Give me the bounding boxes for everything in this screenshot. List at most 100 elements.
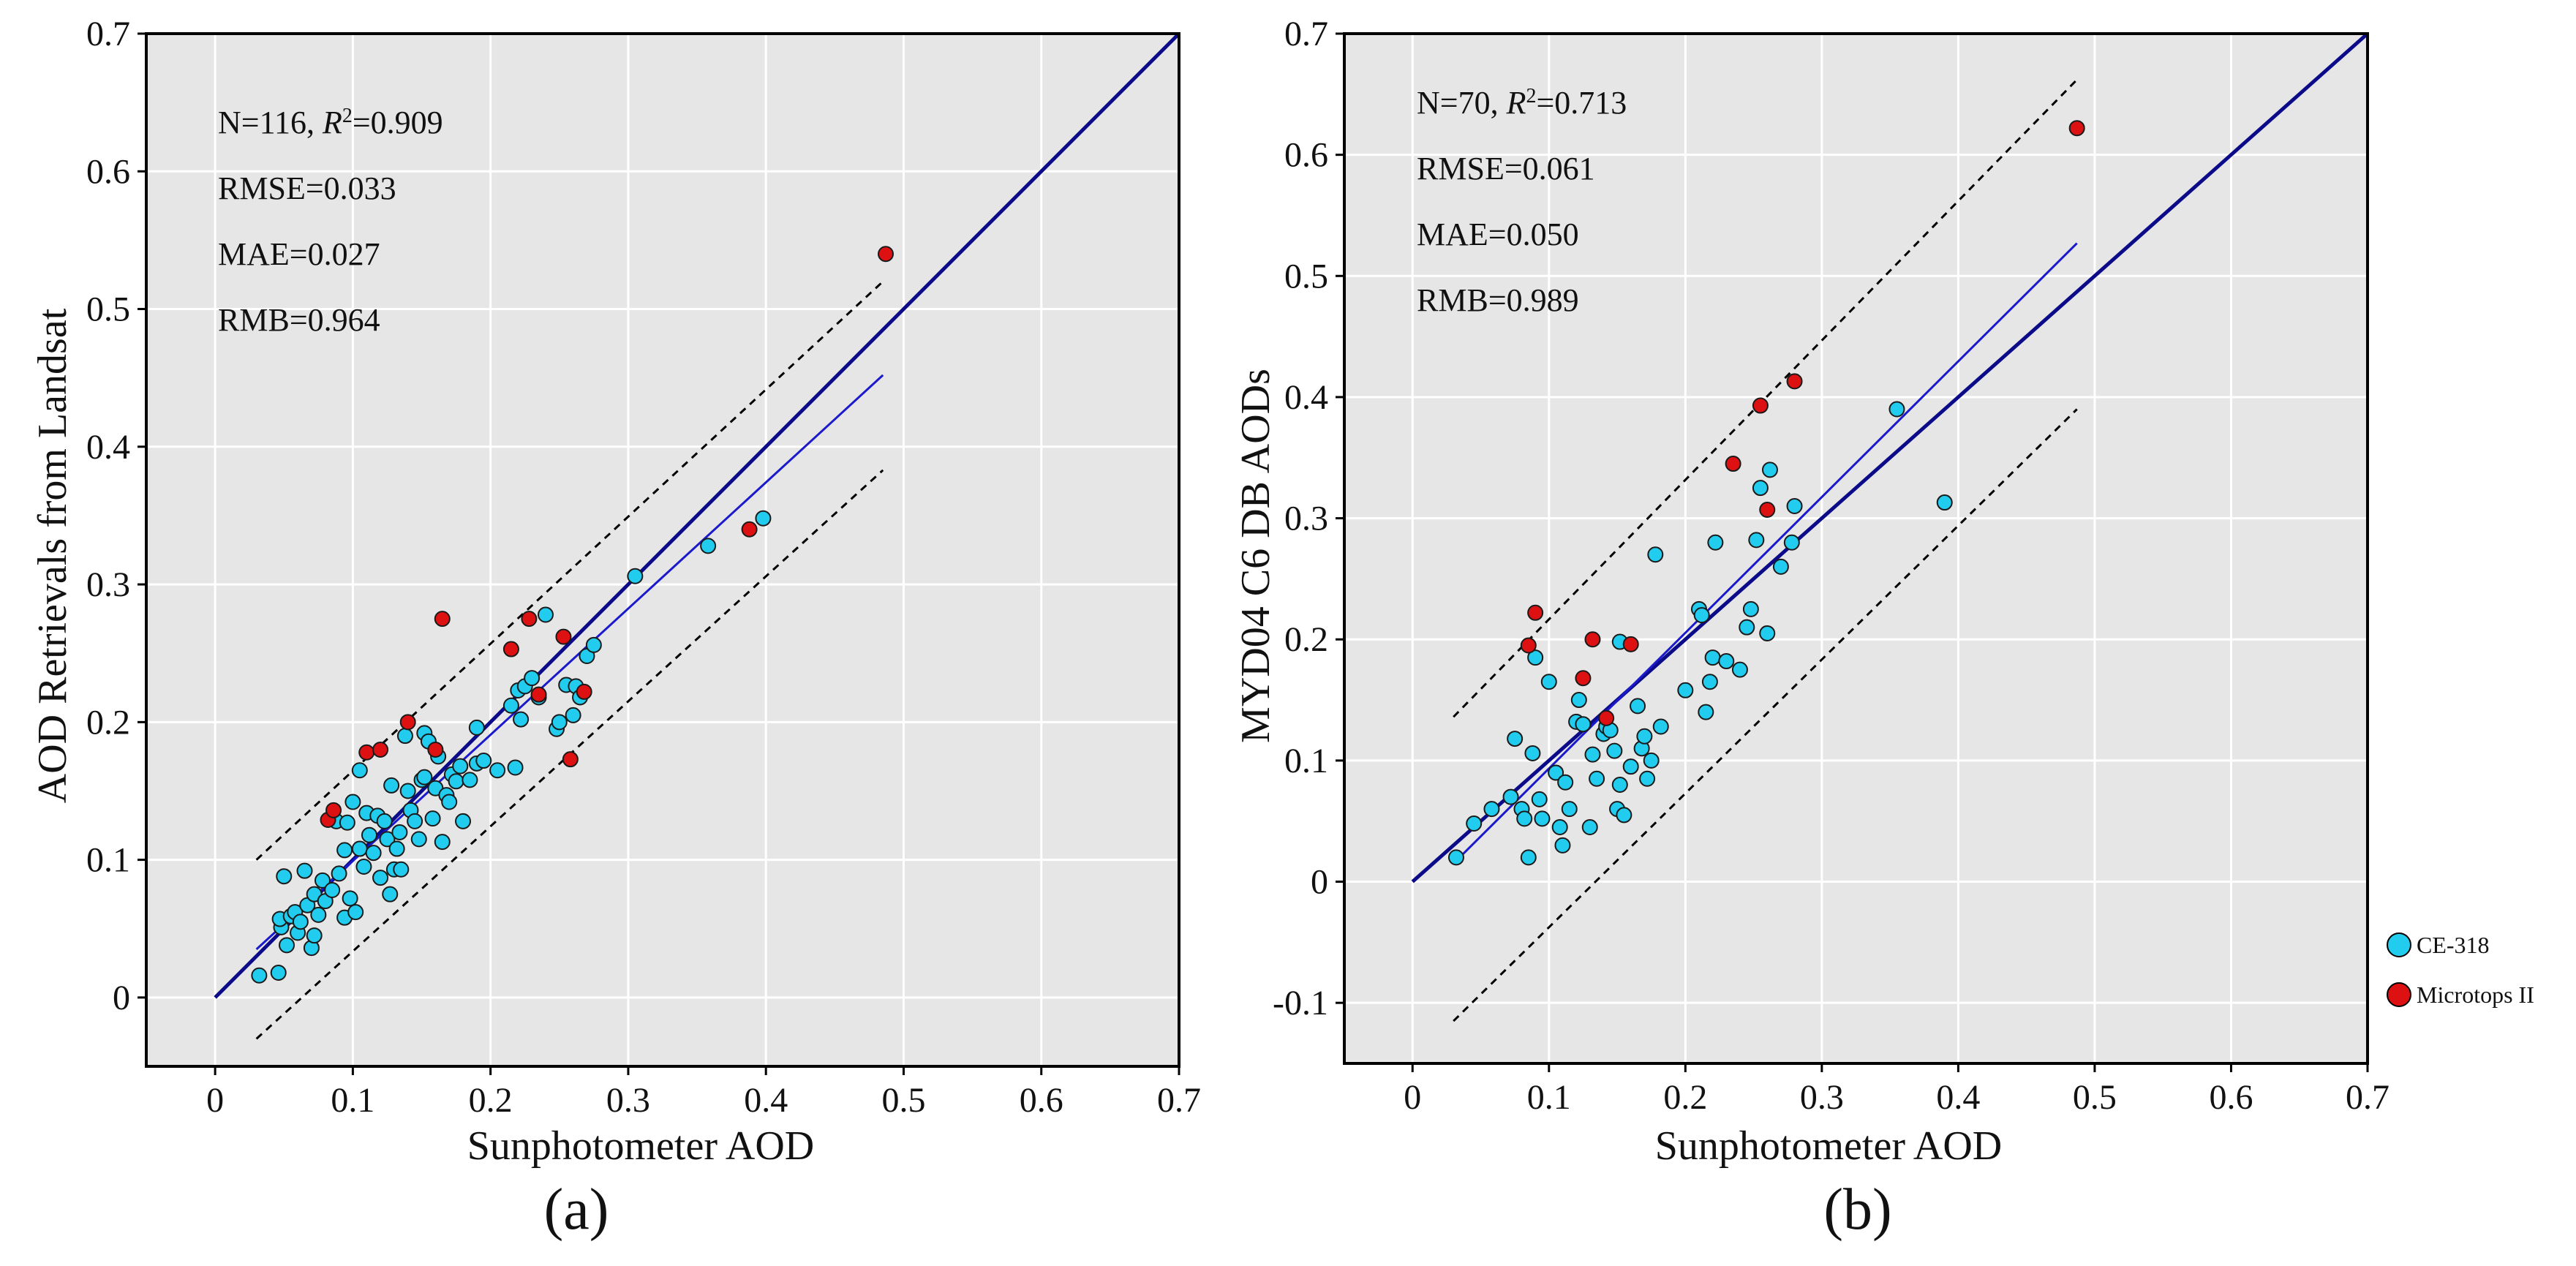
panel-b-ce318-point [1718, 653, 1735, 670]
panel-a-ce318-point [339, 814, 355, 831]
panel-a-ce318-point [388, 840, 405, 857]
panel-a-ce318-point [306, 927, 323, 944]
panel-a-ce318-point [324, 882, 341, 899]
panel-b-ce318-point [1752, 480, 1769, 497]
panel-a-x-tick-label: 0 [206, 1081, 224, 1120]
panel-a-ce318-point [452, 758, 469, 775]
panel-b-microtops-point [1575, 670, 1592, 687]
panel-b-ce318-point [1507, 731, 1524, 747]
panel-a-ce318-point [537, 606, 554, 623]
legend: CE-318 Microtops II [2387, 932, 2534, 1008]
panel-a-y-tick-label: 0.1 [86, 841, 130, 880]
panel-a-microtops-point [555, 628, 572, 645]
panel-a-ce318-point [314, 872, 331, 889]
panel-b-microtops-point [1598, 709, 1615, 726]
panel-b-microtops-point [1786, 373, 1803, 390]
legend-ce318-marker [2387, 932, 2411, 957]
panel-a-ce318-point [379, 831, 396, 848]
panel-b-stat-n: N=70, R2=0.713 [1417, 85, 1627, 121]
panel-b-ce318-point [1693, 607, 1710, 624]
panel-a-stats: N=116, R2=0.909 RMSE=0.033 MAE=0.027 RMB… [218, 105, 443, 339]
panel-a-ce318-point [416, 769, 433, 785]
panel-a-y-tick-label: 0.3 [86, 565, 130, 604]
panel-a-ce318-point [372, 870, 389, 886]
panel-a-ce318-point [448, 773, 464, 790]
panel-a-ce318-point [424, 810, 441, 827]
panel-a-ce318-point [376, 813, 393, 829]
panel-b-ce318-point [1561, 801, 1578, 818]
panel-a-ce318-point [270, 964, 287, 981]
panel-a: 0 0.1 0.2 0.3 0.4 0.5 0.6 0.7 0 0.1 0.2 0.3 0.4 0.5 0.… [30, 15, 1201, 1242]
panel-b-ce318-point [1639, 770, 1656, 787]
panel-b-ce318-point [1551, 818, 1568, 835]
panel-b-lines [1411, 32, 2369, 1022]
panel-b-stat-rmse: RMSE=0.061 [1417, 151, 1595, 186]
panel-a-ce318-point [310, 906, 327, 923]
panel-a-points [251, 246, 894, 984]
panel-a-frame [145, 32, 1180, 1068]
panel-a-ce318-point [507, 759, 524, 776]
panel-a-microtops-point [502, 641, 519, 658]
panel-a-ce318-point [344, 794, 361, 810]
panel-b-ce318-point [1534, 810, 1551, 827]
panel-b-ce318-point [1540, 674, 1557, 690]
panel-b-stats: N=70, R2=0.713 RMSE=0.061 MAE=0.050 RMB=… [1417, 85, 1627, 319]
panel-b-stat-mae: MAE=0.050 [1417, 216, 1579, 252]
panel-b-y-tick-label: 0.3 [1284, 500, 1328, 538]
panel-b-ce318-point [1520, 849, 1537, 866]
panel-a-ce318-point [361, 826, 377, 843]
panel-b-microtops-point [1622, 636, 1639, 652]
panel-b-microtops-point [1759, 501, 1776, 518]
panel-b-ce318-point [1584, 746, 1601, 763]
panel-b-x-tick-label: 0.7 [2346, 1078, 2389, 1117]
panel-b-x-tick-label: 0.4 [1936, 1078, 1980, 1117]
panel-b-ce318-point [1742, 600, 1759, 617]
panel-b-y-tick-label: 0 [1311, 863, 1328, 902]
panel-b-x-tick-label: 0.3 [1800, 1078, 1844, 1117]
panel-a-ce318-point [355, 859, 372, 875]
panel-a-ce318-point [351, 762, 368, 779]
panel-b-ce318-point [1581, 818, 1598, 835]
panel-a-ce318-point [276, 868, 293, 885]
panel-b-ce318-point [1704, 649, 1721, 666]
panel-b-frame [1343, 32, 2369, 1065]
panel-b-ce318-point [1748, 532, 1765, 549]
panel-a-ce318-point [407, 813, 423, 829]
panel-b-one-to-one-line [1411, 32, 2369, 883]
panel-b-ce318-point [1606, 742, 1623, 759]
panel-b-ce318-point [1589, 770, 1605, 787]
panel-b-ce318-point [1557, 774, 1574, 791]
panel-a-x-tick-label: 0.7 [1157, 1081, 1201, 1120]
panel-a-ce318-point [410, 831, 427, 848]
panel-a-ce318-point [365, 845, 382, 862]
panel-b-ce318-point [1636, 728, 1653, 745]
panel-b-y-tick-label: 0.2 [1284, 620, 1328, 659]
panel-b-points [1447, 120, 2085, 866]
panel-b-ce318-point [1531, 791, 1548, 807]
panel-a-microtops-point [521, 611, 538, 628]
panel-b-ce318-point [1783, 534, 1800, 551]
panel-a-ce318-point [347, 904, 364, 921]
panel-a-microtops-point [576, 683, 592, 700]
panel-a-ce318-point [755, 510, 772, 527]
panel-b-ce318-point [1739, 619, 1755, 636]
panel-b-ce318-point [1772, 558, 1789, 575]
panel-a-microtops-point [325, 802, 342, 818]
panel-b-ce318-point [1888, 401, 1905, 418]
panel-b-x-axis-label: Sunphotometer AOD [1655, 1123, 2002, 1169]
panel-b-ce318-point [1548, 764, 1564, 781]
panel-a-ce318-point [551, 714, 568, 731]
panel-b-x-tick-label: 0.1 [1527, 1078, 1571, 1117]
legend-microtops-marker [2387, 982, 2411, 1007]
panel-b-ce318-point [1936, 494, 1953, 511]
panel-b-ce318-point [1643, 752, 1660, 769]
panel-b-ce318-point [1731, 661, 1748, 678]
panel-a-x-tick-label: 0.4 [744, 1081, 788, 1120]
panel-b-ce318-point [1524, 745, 1541, 761]
panel-a-ce318-point [441, 794, 458, 810]
panel-a-y-tick-label: 0.2 [86, 703, 130, 742]
panel-b: 0 0.1 0.2 0.3 0.4 0.5 0.6 0.7 -0.1 0 0.1 0.2 0.3 0.4 0… [1233, 15, 2389, 1242]
panel-a-x-tick-label: 0.3 [606, 1081, 650, 1120]
panel-b-microtops-point [1584, 631, 1601, 648]
panel-a-panel-label: (a) [544, 1178, 609, 1242]
